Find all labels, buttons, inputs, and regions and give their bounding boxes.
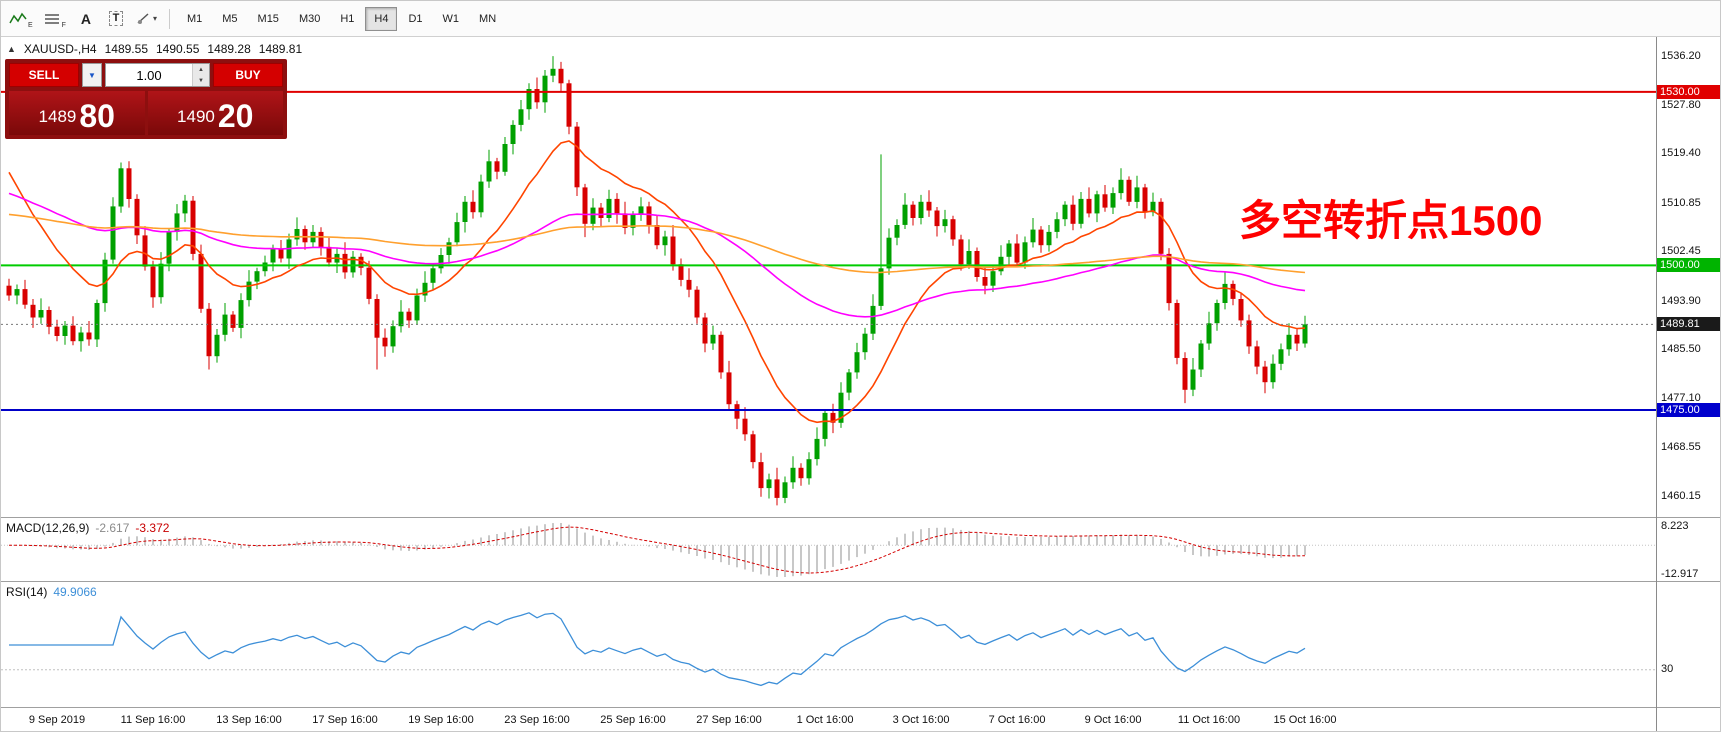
buy-price-minor: 20 <box>217 97 254 134</box>
ohlc-close: 1489.81 <box>258 42 303 56</box>
timeframe-w1-button[interactable]: W1 <box>434 7 469 31</box>
macd-axis[interactable]: 8.223 -12.917 <box>1657 518 1720 581</box>
timeframe-m15-button[interactable]: M15 <box>249 7 288 31</box>
price-axis-label: 1477.10 <box>1661 391 1701 404</box>
toolbar-icon-group: E F A T ▾ <box>5 6 161 32</box>
price-axis-label: 1502.45 <box>1661 245 1701 258</box>
macd-chart-canvas[interactable] <box>1 519 1656 581</box>
macd-axis-label: 8.223 <box>1661 520 1689 532</box>
time-axis-label: 27 Sep 16:00 <box>696 714 762 726</box>
time-axis-label: 23 Sep 16:00 <box>504 714 570 726</box>
timeframe-d1-button[interactable]: D1 <box>399 7 431 31</box>
sell-button[interactable]: SELL <box>9 63 79 87</box>
time-axis[interactable]: 9 Sep 2019 11 Sep 16:00 13 Sep 16:00 17 Sep… <box>1 707 1720 731</box>
timeframe-mn-button[interactable]: MN <box>470 7 505 31</box>
macd-signal-value: -3.372 <box>135 521 170 535</box>
macd-main-value: -2.617 <box>95 521 130 535</box>
time-axis-label: 11 Sep 16:00 <box>120 714 186 726</box>
price-axis[interactable]: 1536.20 1527.80 1519.40 1510.85 1502.45 1493.… <box>1657 37 1720 517</box>
text-label-tool-icon[interactable]: A <box>72 6 100 32</box>
rsi-axis[interactable]: 30 <box>1657 582 1720 707</box>
one-click-trade-panel: SELL ▼ ▲ ▼ BUY 1489 80 <box>5 59 287 139</box>
ohlc-high: 1490.55 <box>156 42 200 56</box>
price-axis-label: 1527.80 <box>1661 98 1701 111</box>
object-list-icon[interactable]: F <box>39 6 70 32</box>
timeframe-button-group: M1 M5 M15 M30 H1 H4 D1 W1 MN <box>178 6 505 31</box>
toolbar-separator <box>168 8 170 29</box>
price-axis-label: 1536.20 <box>1661 50 1701 63</box>
timeframe-m1-button[interactable]: M1 <box>178 7 211 31</box>
symbol-label: XAUUSD-,H4 <box>23 42 97 56</box>
rsi-value: 49.9066 <box>53 585 97 599</box>
time-axis-label: 9 Sep 2019 <box>28 714 86 726</box>
price-axis-label: 1468.55 <box>1661 441 1701 454</box>
buy-price-major: 1490 <box>177 107 215 126</box>
timeframe-h4-button[interactable]: H4 <box>365 6 398 31</box>
drawing-tools-icon[interactable]: ▾ <box>132 6 161 32</box>
price-axis-label: 1485.50 <box>1661 343 1701 356</box>
ohlc-open: 1489.55 <box>104 42 148 56</box>
volume-up-button[interactable]: ▲ <box>193 64 209 75</box>
timeframe-m5-button[interactable]: M5 <box>213 7 246 31</box>
macd-label: MACD(12,26,9) -2.617 -3.372 <box>6 521 169 535</box>
price-tag: 1530.00 <box>1657 84 1720 99</box>
price-tag: 1489.81 <box>1657 317 1720 332</box>
time-axis-label: 17 Sep 16:00 <box>312 714 378 726</box>
ohlc-low: 1489.28 <box>207 42 251 56</box>
indicator-window-icon[interactable]: E <box>5 6 37 32</box>
price-tag: 1500.00 <box>1657 258 1720 273</box>
symbol-info: ▲ XAUUSD-,H4 1489.55 1490.55 1489.28 148… <box>7 42 302 56</box>
buy-button[interactable]: BUY <box>213 63 283 87</box>
rsi-panel: RSI(14) 49.9066 30 <box>1 581 1720 707</box>
rsi-chart-canvas[interactable] <box>1 583 1656 707</box>
candlestick-chart-canvas[interactable] <box>1 37 1656 517</box>
price-tag: 1475.00 <box>1657 403 1720 417</box>
time-axis-label: 13 Sep 16:00 <box>216 714 282 726</box>
time-axis-label: 3 Oct 16:00 <box>892 714 950 726</box>
buy-price-display[interactable]: 1490 20 <box>147 91 283 135</box>
macd-axis-label: -12.917 <box>1661 568 1699 580</box>
volume-down-button[interactable]: ▼ <box>193 75 209 86</box>
axis-separator-line <box>1656 37 1657 731</box>
chart-annotation-text: 多空转折点1500 <box>1239 197 1543 244</box>
time-axis-label: 25 Sep 16:00 <box>600 714 666 726</box>
rsi-label: RSI(14) 49.9066 <box>6 585 97 599</box>
time-axis-label: 9 Oct 16:00 <box>1084 714 1142 726</box>
rsi-title: RSI(14) <box>6 585 48 599</box>
sell-price-display[interactable]: 1489 80 <box>9 91 145 135</box>
sell-price-minor: 80 <box>79 97 115 134</box>
sell-price-major: 1489 <box>38 107 77 126</box>
macd-title: MACD(12,26,9) <box>6 521 90 535</box>
time-axis-label: 1 Oct 16:00 <box>796 714 854 726</box>
chevron-down-icon: ▼ <box>88 70 96 80</box>
main-chart-panel: ▲ XAUUSD-,H4 1489.55 1490.55 1489.28 148… <box>1 37 1720 517</box>
time-axis-label: 11 Oct 16:00 <box>1177 714 1241 726</box>
toolbar: E F A T ▾ M1 M5 M15 M30 H1 H4 D1 W1 MN <box>1 1 1720 37</box>
time-axis-label: 15 Oct 16:00 <box>1273 714 1337 726</box>
rsi-axis-label: 30 <box>1661 662 1674 675</box>
timeframe-h1-button[interactable]: H1 <box>331 7 363 31</box>
collapse-trade-panel-icon[interactable]: ▲ <box>7 44 16 54</box>
time-axis-label: 19 Sep 16:00 <box>408 714 474 726</box>
price-axis-label: 1519.40 <box>1661 147 1701 160</box>
volume-dropdown-button[interactable]: ▼ <box>82 63 102 87</box>
text-box-tool-icon[interactable]: T <box>102 6 130 32</box>
timeframe-m30-button[interactable]: M30 <box>290 7 329 31</box>
time-axis-label: 7 Oct 16:00 <box>988 714 1046 726</box>
macd-panel: MACD(12,26,9) -2.617 -3.372 8.223 -12.917 <box>1 517 1720 581</box>
volume-input[interactable] <box>106 64 192 86</box>
volume-stepper: ▲ ▼ <box>192 64 209 86</box>
price-axis-label: 1493.90 <box>1661 294 1701 307</box>
volume-field: ▲ ▼ <box>105 63 210 87</box>
price-axis-label: 1460.15 <box>1661 489 1701 502</box>
price-axis-label: 1510.85 <box>1661 196 1701 209</box>
